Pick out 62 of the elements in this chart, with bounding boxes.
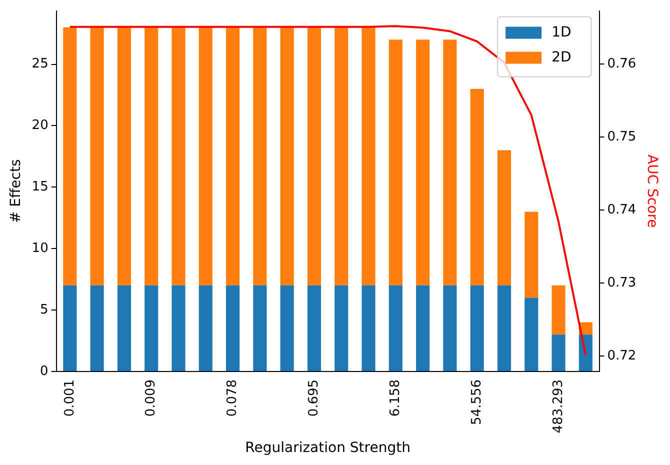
- y2-tick-label: 0.72: [607, 348, 636, 364]
- bar: [144, 285, 158, 371]
- y-tick-label: 20: [32, 118, 48, 134]
- bar: [198, 285, 212, 371]
- bar: [90, 285, 104, 371]
- y-tick-label: 15: [32, 180, 48, 194]
- x-axis-title: Regularization Strength: [245, 440, 410, 456]
- x-tick-label: 0.009: [144, 379, 159, 417]
- bar: [226, 285, 240, 371]
- bar: [416, 40, 430, 286]
- y-axis-title: # Effects: [8, 159, 24, 224]
- x-tick-label: 0.695: [306, 379, 322, 417]
- bar: [362, 27, 376, 286]
- bar: [497, 150, 512, 286]
- bar: [307, 285, 322, 371]
- bar: [388, 285, 402, 371]
- bar: [334, 285, 348, 371]
- y2-tick-label: 0.73: [607, 275, 636, 290]
- bar: [144, 27, 158, 286]
- bar: [524, 212, 538, 298]
- bar: [334, 27, 348, 286]
- bar: [198, 27, 212, 286]
- bar: [90, 27, 104, 286]
- bar: [416, 285, 430, 371]
- y2-tick-label: 0.76: [607, 56, 636, 72]
- bar: [443, 40, 457, 286]
- x-tick-label: 483.293: [550, 379, 566, 434]
- bar: [524, 298, 538, 371]
- bar: [497, 285, 512, 371]
- y-tick-label: 25: [32, 56, 48, 72]
- y2-tick-label: 0.74: [607, 202, 636, 218]
- legend-label: 2D: [552, 49, 572, 66]
- bar: [470, 88, 484, 286]
- bar: [388, 40, 402, 286]
- bar: [552, 334, 566, 371]
- bar: [253, 27, 267, 286]
- bar: [117, 285, 131, 371]
- y2-tick-label: 0.75: [607, 129, 636, 144]
- y2-axis-title: AUC Score: [644, 154, 660, 228]
- x-tick-label: 6.158: [388, 379, 404, 417]
- y-tick-label: 0: [40, 364, 48, 379]
- bar: [117, 27, 131, 286]
- x-tick-label: 0.001: [62, 379, 78, 417]
- y-tick-label: 5: [40, 302, 48, 318]
- bar: [280, 27, 294, 286]
- bar: [63, 285, 77, 371]
- bar: [470, 285, 484, 371]
- x-tick-label: 0.078: [225, 379, 240, 417]
- bar: [307, 27, 322, 286]
- bar: [172, 285, 186, 371]
- bar: [253, 285, 267, 371]
- bar: [280, 285, 294, 371]
- legend-label: 1D: [552, 24, 572, 40]
- bar: [578, 334, 592, 371]
- bar: [226, 27, 240, 286]
- x-tick-label: 54.556: [469, 379, 484, 425]
- bar: [443, 285, 457, 371]
- bar: [362, 285, 376, 371]
- bar: [172, 27, 186, 286]
- y-tick-label: 10: [32, 240, 48, 256]
- bar: [63, 27, 77, 286]
- bar: [552, 285, 566, 335]
